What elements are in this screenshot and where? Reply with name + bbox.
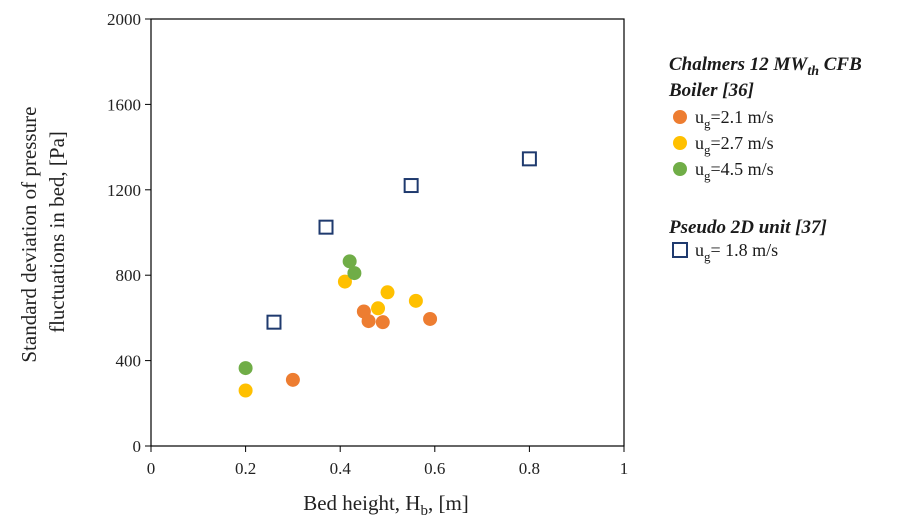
data-point <box>361 314 376 329</box>
data-point <box>238 361 253 376</box>
data-points <box>238 151 537 398</box>
x-axis-title: Bed height, Hb, [m] <box>303 491 469 519</box>
legend-group-title-line2: Boiler [36] <box>668 80 754 101</box>
y-tick-label: 400 <box>116 352 142 371</box>
legend-group-title: Chalmers 12 MWth CFB <box>669 54 862 79</box>
data-point <box>285 372 300 387</box>
data-point <box>347 266 362 281</box>
data-point <box>403 178 419 194</box>
data-point <box>318 219 334 235</box>
y-tick-label: 1600 <box>107 95 141 114</box>
legend-label: ug=4.5 m/s <box>695 159 774 183</box>
legend-label: ug=2.7 m/s <box>695 133 774 157</box>
data-point <box>342 254 357 269</box>
legend-marker <box>673 162 687 176</box>
legend-marker <box>672 242 688 258</box>
legend-marker <box>673 110 687 124</box>
y-axis-title: Standard deviation of pressure fluctuati… <box>17 101 69 362</box>
y-tick-label: 2000 <box>107 10 141 29</box>
data-point <box>521 151 537 167</box>
data-point <box>375 315 390 330</box>
y-tick-label: 1200 <box>107 181 141 200</box>
x-tick-label: 0.6 <box>424 459 445 478</box>
x-axis-ticks: 0 0.2 0.4 0.6 0.8 1 <box>147 446 629 478</box>
x-tick-label: 0.4 <box>330 459 352 478</box>
data-point <box>238 383 253 398</box>
y-tick-label: 800 <box>116 266 142 285</box>
data-point <box>371 301 386 316</box>
data-point <box>266 314 282 330</box>
data-point <box>380 285 395 300</box>
legend-group-title: Pseudo 2D unit [37] <box>668 217 827 238</box>
data-point <box>337 274 352 289</box>
plot-area <box>150 18 625 447</box>
x-tick-label: 1 <box>620 459 629 478</box>
legend-label: ug= 1.8 m/s <box>695 240 778 264</box>
legend-marker <box>673 136 687 150</box>
x-tick-label: 0 <box>147 459 156 478</box>
legend-label: ug=2.1 m/s <box>695 107 774 131</box>
data-point <box>423 311 438 326</box>
x-tick-label: 0.8 <box>519 459 540 478</box>
y-axis-ticks: 0 400 800 1200 1600 2000 <box>107 10 151 456</box>
data-point <box>408 293 423 308</box>
x-tick-label: 0.2 <box>235 459 256 478</box>
y-tick-label: 0 <box>133 437 142 456</box>
plot-frame <box>150 18 625 447</box>
